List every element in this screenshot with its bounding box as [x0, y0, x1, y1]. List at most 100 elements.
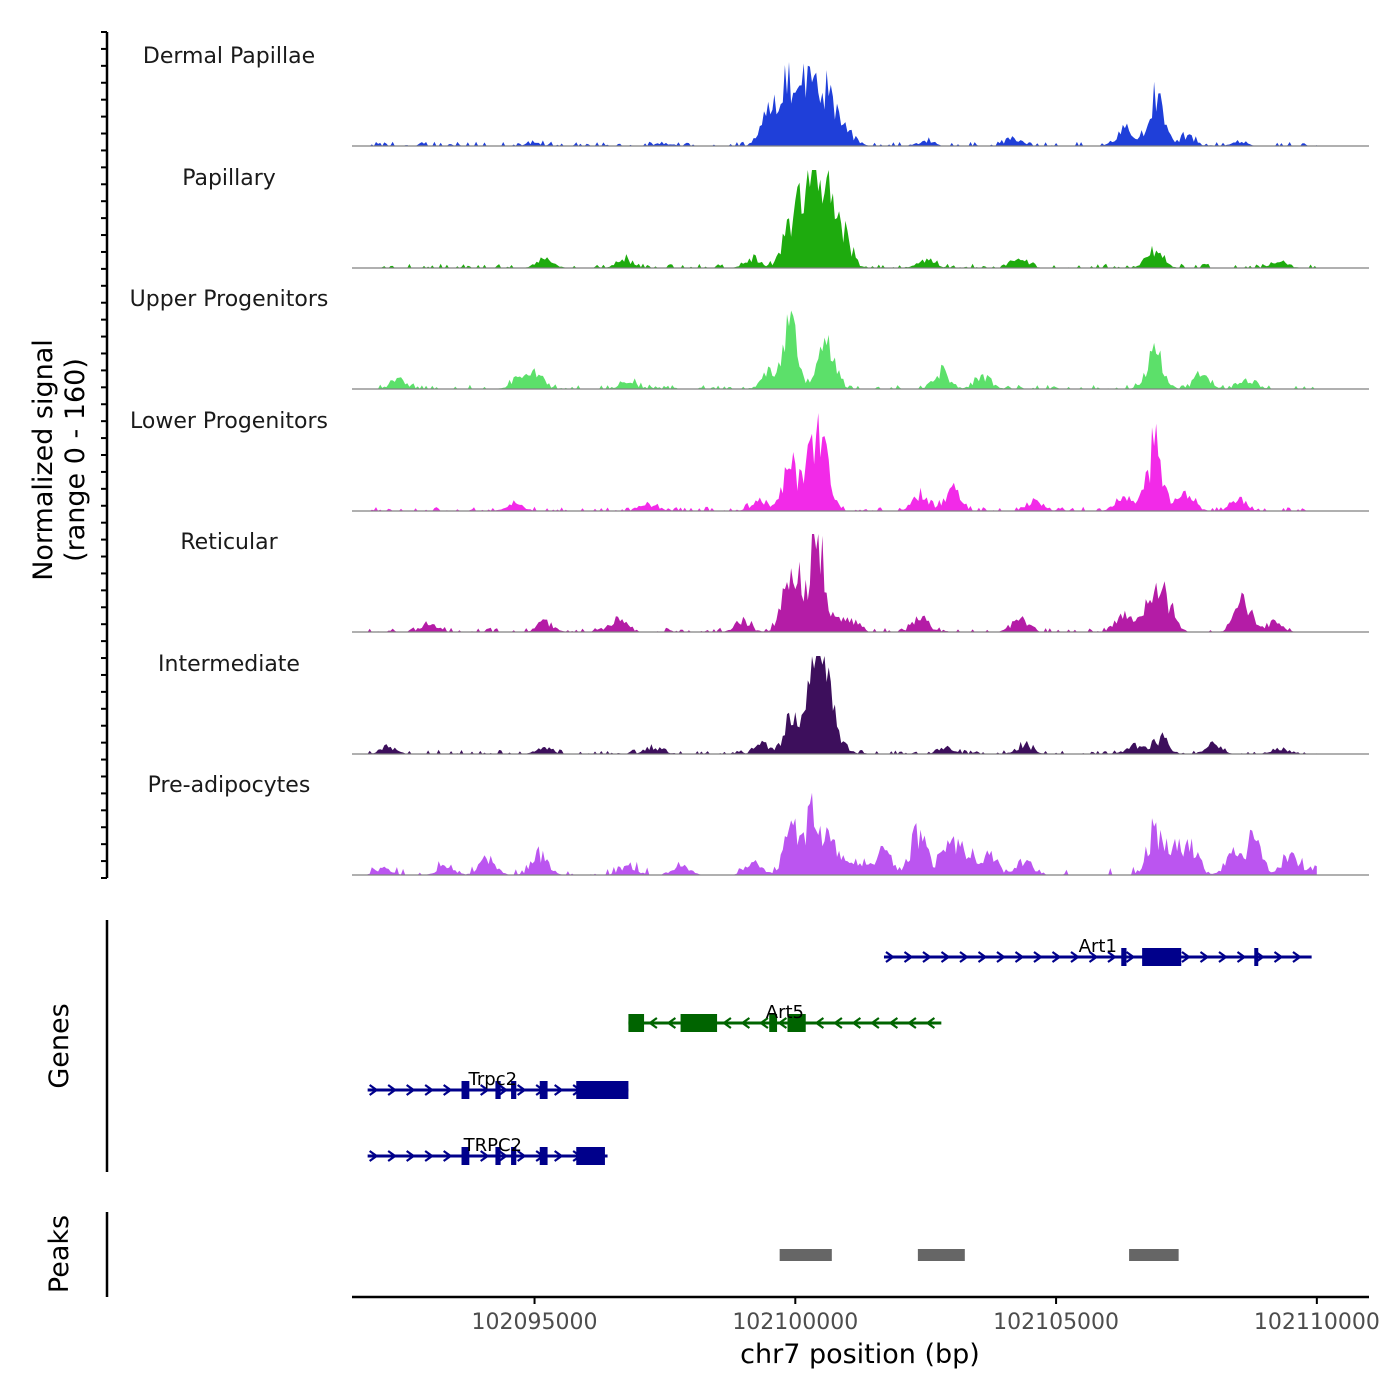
track-intermediate: Intermediate [158, 652, 1369, 755]
strand-arrow [1125, 951, 1136, 963]
exon [1254, 948, 1259, 966]
strand-arrow [517, 1150, 527, 1162]
gene-label: Art1 [1079, 936, 1117, 957]
track-label: Reticular [180, 530, 278, 555]
gene-trpc2: Trpc2 [367, 1069, 629, 1099]
strand-arrow [424, 1150, 435, 1162]
strand-arrow [851, 1017, 862, 1029]
strand-arrow [498, 1150, 509, 1162]
exon [495, 1081, 501, 1099]
gene-art5: Art5 [628, 1002, 942, 1032]
strand-arrow [1236, 951, 1247, 963]
strand-arrow [833, 1017, 843, 1029]
strand-arrow [1218, 951, 1228, 963]
strand-arrow [907, 1017, 917, 1029]
strand-arrow [406, 1150, 416, 1162]
exon [511, 1147, 517, 1165]
track-dermal-papillae: Dermal Papillae [143, 44, 1369, 147]
signal-area [367, 792, 1317, 875]
strand-arrow [814, 1017, 825, 1029]
x-axis-label: chr7 position (bp) [740, 1339, 980, 1370]
strand-arrow [1181, 951, 1191, 963]
exon [539, 1081, 548, 1099]
strand-arrow [996, 951, 1006, 963]
strand-arrow [922, 951, 932, 963]
x-tick-label: 102100000 [732, 1310, 858, 1335]
gene-label: TRPC2 [463, 1135, 522, 1156]
exon [495, 1147, 501, 1165]
signal-area [367, 62, 1317, 146]
x-tick-label: 102105000 [993, 1310, 1119, 1335]
peak-intervals [779, 1249, 1179, 1261]
exon [787, 1014, 806, 1032]
track-pre-adipocytes: Pre-adipocytes [148, 773, 1369, 876]
exon [461, 1081, 470, 1099]
exon [680, 1014, 718, 1032]
strand-arrow [517, 1084, 527, 1096]
strand-arrow [480, 1084, 490, 1096]
peaks-y-label: Peaks [44, 1215, 75, 1293]
exon [461, 1147, 470, 1165]
strand-arrow [406, 1084, 416, 1096]
x-axis-ticks: 102095000 102100000 102105000 102110000 [472, 1297, 1380, 1335]
track-label: Dermal Papillae [143, 44, 315, 69]
strand-arrow [870, 1017, 880, 1029]
exon [511, 1081, 517, 1099]
signal-area [367, 656, 1317, 754]
strand-arrow [777, 1017, 788, 1029]
track-papillary: Papillary [182, 166, 1369, 269]
strand-arrow [1292, 951, 1302, 963]
exon [576, 1081, 629, 1099]
gene-trpc2: TRPC2 [367, 1135, 608, 1165]
track-label: Pre-adipocytes [148, 773, 311, 798]
exon [628, 1014, 645, 1032]
coverage-y-label-line1: Normalized signal [28, 339, 59, 581]
strand-arrow [554, 1084, 564, 1096]
strand-arrow [369, 1150, 379, 1162]
signal-area [367, 413, 1317, 511]
strand-arrow [648, 1017, 658, 1029]
strand-arrow [480, 1150, 490, 1162]
exon [1121, 948, 1127, 966]
coverage-tracks: Dermal Papillae Papillary Upper Progenitor… [130, 44, 1369, 876]
strand-arrow [369, 1084, 379, 1096]
strand-arrow [387, 1084, 398, 1096]
track-lower-progenitors: Lower Progenitors [130, 409, 1369, 512]
signal-area [367, 310, 1317, 389]
track-label: Upper Progenitors [130, 287, 329, 312]
coverage-y-label-line2: (range 0 - 160) [60, 358, 91, 562]
strand-arrow [977, 951, 988, 963]
strand-arrow [666, 1017, 677, 1029]
strand-arrow [759, 1017, 769, 1029]
strand-arrow [885, 951, 895, 963]
strand-arrow [443, 1150, 453, 1162]
strand-arrow [443, 1084, 453, 1096]
track-label: Lower Progenitors [130, 409, 328, 434]
gene-annotations: Art1 Art5 Trpc2 TRPC2 [367, 936, 1312, 1165]
strand-arrow [959, 951, 969, 963]
x-tick-label: 102095000 [472, 1310, 598, 1335]
strand-arrow [1014, 951, 1025, 963]
coverage-y-axis [101, 31, 109, 879]
strand-arrow [424, 1084, 435, 1096]
track-reticular: Reticular [180, 530, 1369, 633]
strand-arrow [1070, 951, 1080, 963]
strand-arrow [1107, 951, 1117, 963]
signal-area [367, 534, 1317, 632]
signal-area [367, 170, 1317, 268]
strand-arrow [1033, 951, 1043, 963]
strand-arrow [740, 1017, 751, 1029]
strand-arrow [903, 951, 914, 963]
gene-art1: Art1 [883, 936, 1312, 966]
strand-arrow [1051, 951, 1062, 963]
strand-arrow [1088, 951, 1099, 963]
track-label: Papillary [182, 166, 276, 191]
strand-arrow [925, 1017, 936, 1029]
strand-arrow [888, 1017, 899, 1029]
strand-arrow [1273, 951, 1284, 963]
strand-arrow [1199, 951, 1210, 963]
x-tick-label: 102110000 [1254, 1310, 1380, 1335]
strand-arrow [940, 951, 951, 963]
exon [1142, 948, 1182, 966]
